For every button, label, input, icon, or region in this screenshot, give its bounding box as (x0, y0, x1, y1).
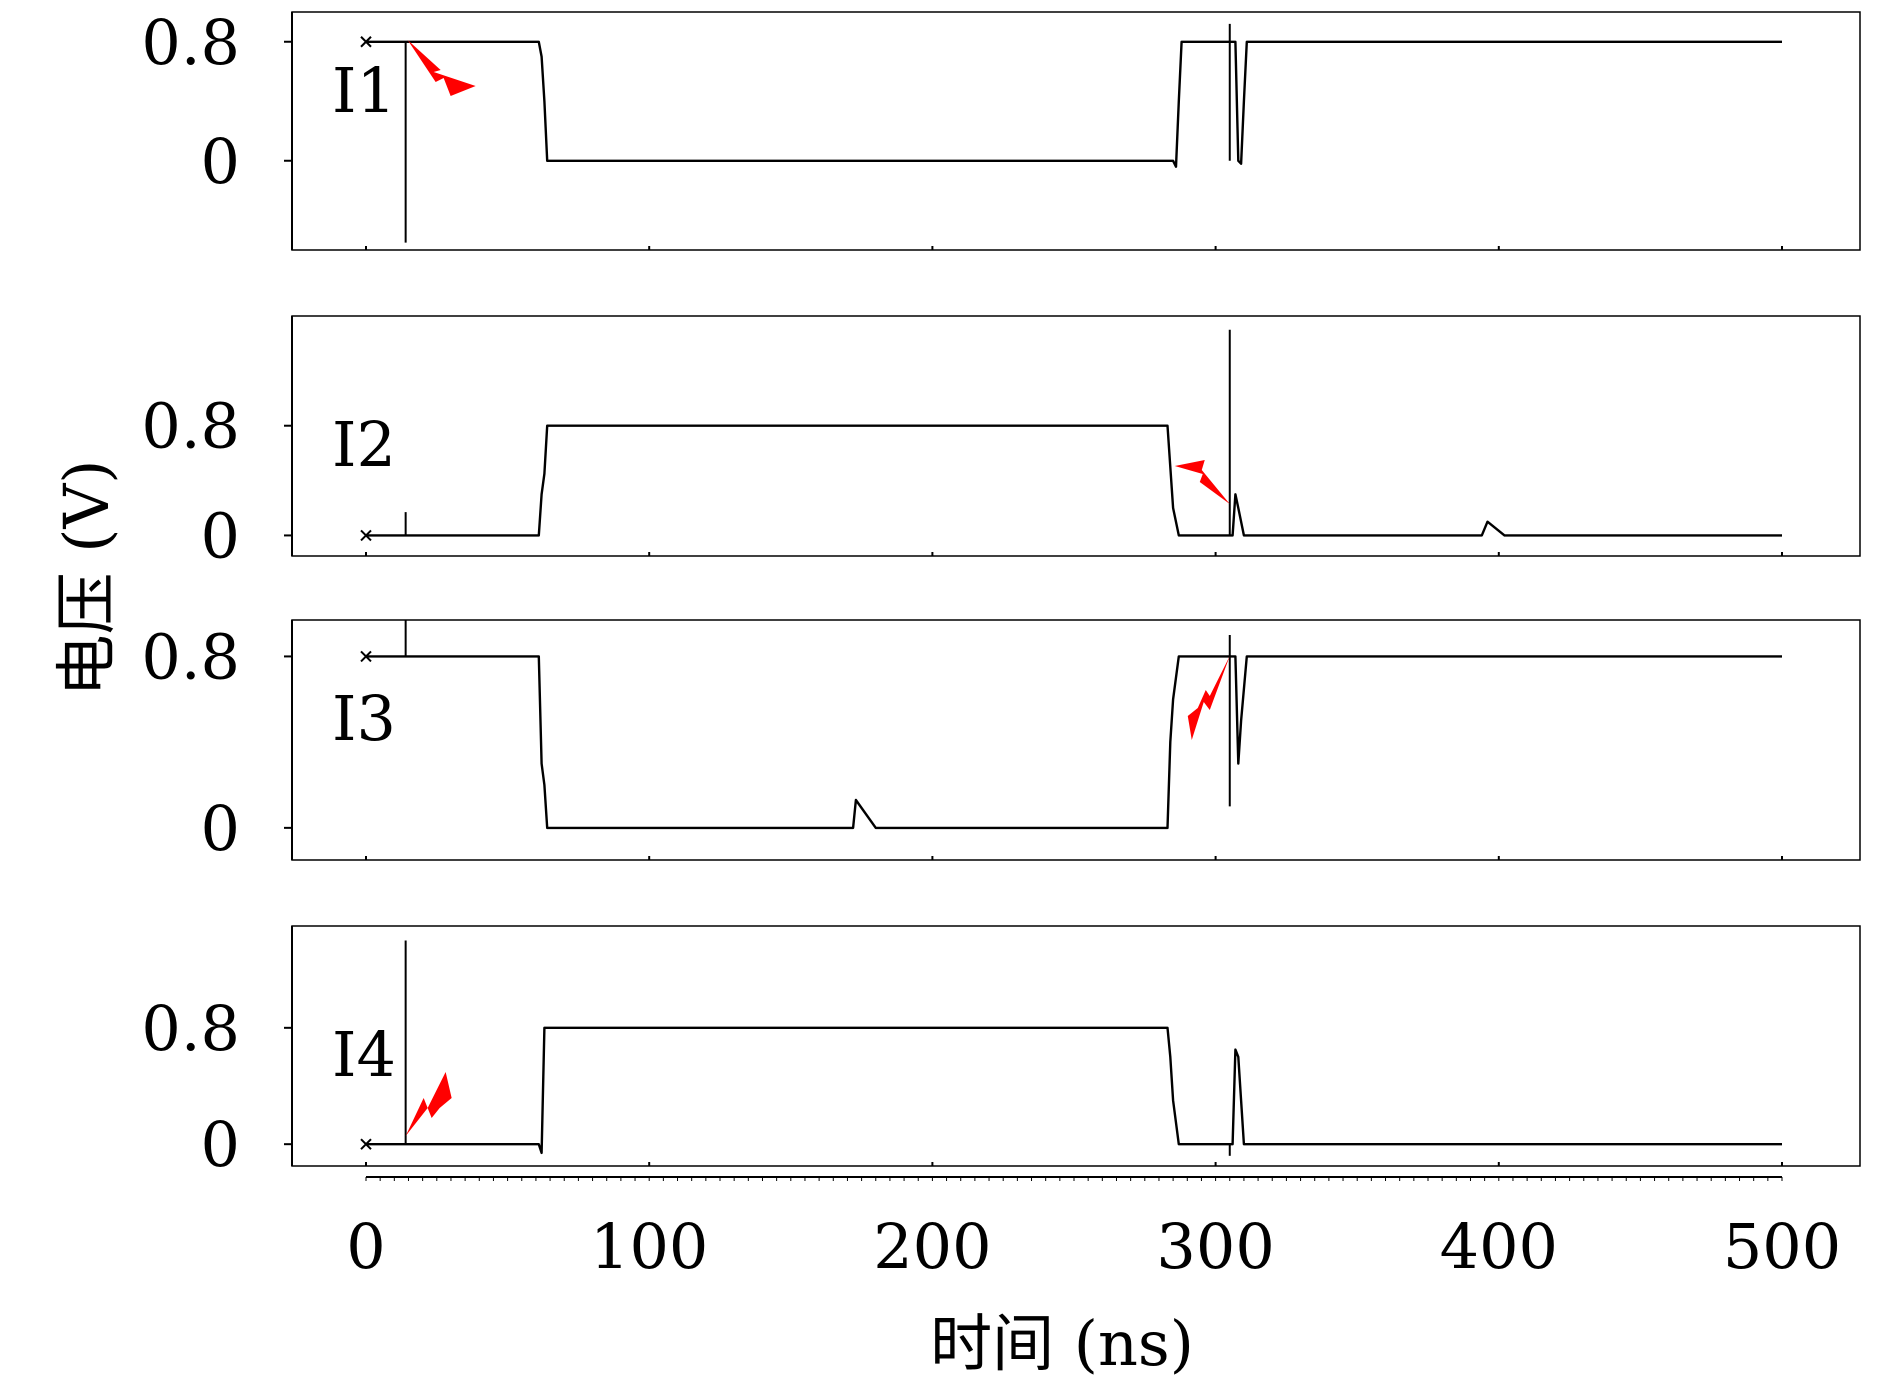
panel-label: I2 (332, 408, 396, 481)
start-marker (360, 1138, 372, 1150)
panel-i2: 0 0.8 I2 (141, 315, 1861, 572)
x-tick-label: 0 (346, 1210, 385, 1283)
strike-bolt-icon (1187, 656, 1230, 740)
y-axis-label: 电压 (V) (50, 460, 123, 697)
x-axis: 0 100 200 300 400 500 (346, 1176, 1841, 1283)
y-tick-label: 0.8 (141, 390, 240, 463)
y-tick-label: 0 (201, 125, 240, 198)
panel-label: I3 (332, 682, 396, 755)
y-tick-label: 0 (201, 792, 240, 865)
panel-i4: 0 0.8 I4 (141, 925, 1861, 1181)
strike-bolt-icon (1174, 460, 1230, 504)
y-tick-label: 0.8 (141, 6, 240, 79)
series-i3 (366, 655, 1782, 830)
panel-label: I4 (332, 1018, 396, 1091)
x-tick-label: 100 (590, 1210, 708, 1283)
x-axis-label: 时间 (ns) (930, 1307, 1194, 1380)
start-marker (360, 529, 372, 542)
strike-bolt-icon (405, 1072, 452, 1136)
start-marker (360, 36, 372, 48)
panel-frame (291, 11, 1861, 251)
panel-frame (291, 925, 1861, 1167)
start-marker (360, 650, 372, 663)
y-tick-label: 0 (201, 1108, 240, 1181)
panel-i3: 0 0.8 I3 (141, 619, 1861, 865)
series-i1 (366, 40, 1782, 168)
panels-layer: 0 0.8 I1 0 0.8 I2 0 0.8 I3 0 0.8 I4 (141, 6, 1861, 1181)
y-tick-label: 0.8 (141, 992, 240, 1065)
x-tick-label: 200 (873, 1210, 991, 1283)
x-tick-label: 400 (1440, 1210, 1558, 1283)
y-tick-label: 0.8 (141, 620, 240, 693)
x-tick-label: 500 (1723, 1210, 1841, 1283)
series-i4 (366, 1026, 1782, 1155)
panel-i1: 0 0.8 I1 (141, 6, 1861, 251)
y-tick-label: 0 (201, 499, 240, 572)
x-tick-label: 300 (1156, 1210, 1274, 1283)
series-i2 (366, 424, 1782, 537)
panel-label: I1 (332, 54, 396, 127)
panel-frame (291, 315, 1861, 557)
strike-bolt-icon (407, 40, 476, 96)
